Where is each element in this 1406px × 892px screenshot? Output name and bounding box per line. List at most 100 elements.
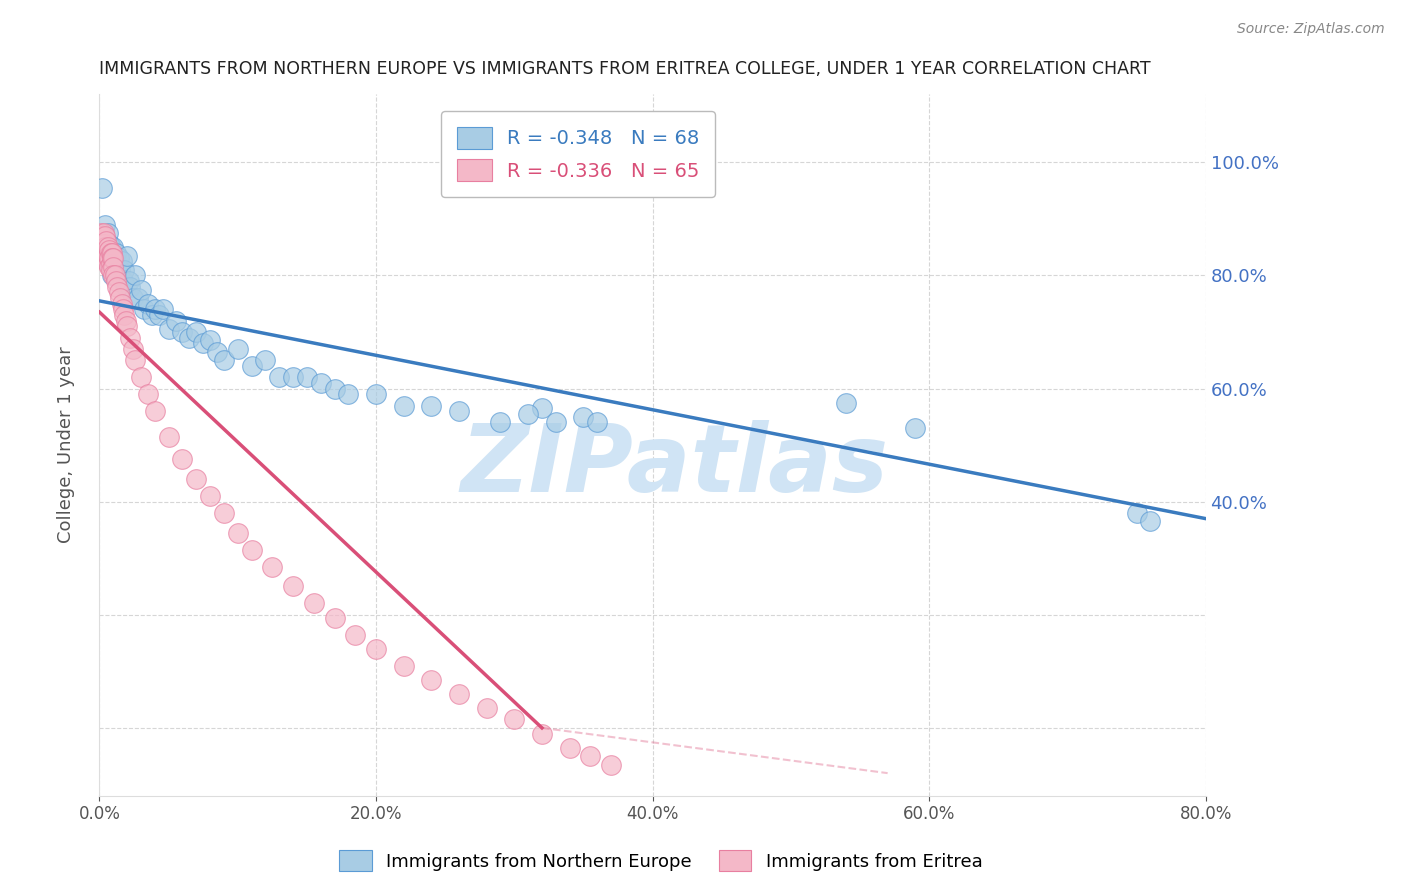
Point (212, 353, 235, 368)
Point (93, 245, 115, 260)
Point (118, 331, 141, 345)
Point (475, 701, 498, 715)
Point (98, 260, 121, 274)
Point (269, 370, 291, 384)
Point (323, 382, 346, 396)
Point (179, 331, 201, 345)
Point (544, 416, 567, 430)
Point (118, 279, 141, 293)
Point (107, 279, 129, 293)
Point (97, 226, 120, 240)
Point (97, 249, 120, 263)
Point (579, 749, 602, 764)
Point (96, 245, 118, 260)
Point (157, 429, 180, 443)
Point (226, 525, 249, 540)
Point (530, 401, 553, 416)
Point (100, 240, 122, 254)
Point (1139, 515, 1161, 529)
Point (97, 245, 120, 260)
Point (94, 249, 117, 263)
Point (835, 395, 858, 409)
Point (93, 237, 115, 252)
Point (148, 308, 170, 322)
Point (96, 235, 118, 249)
Point (281, 370, 304, 384)
Point (107, 262, 129, 277)
Point (586, 416, 609, 430)
Point (226, 342, 249, 356)
Point (114, 313, 136, 327)
Point (323, 610, 346, 624)
Point (104, 268, 127, 283)
Point (129, 283, 152, 297)
Text: ZIPatlas: ZIPatlas (461, 420, 889, 512)
Point (198, 334, 221, 348)
Point (110, 291, 132, 305)
Point (152, 302, 174, 317)
Point (447, 687, 470, 701)
Point (240, 359, 263, 373)
Point (132, 302, 155, 317)
Point (904, 421, 927, 435)
Point (115, 249, 138, 263)
Point (103, 257, 125, 271)
Point (129, 370, 152, 384)
Point (112, 308, 135, 322)
Point (110, 262, 132, 277)
Point (97, 257, 120, 271)
Point (103, 252, 125, 266)
Point (101, 252, 124, 266)
Point (157, 322, 180, 336)
Point (143, 302, 166, 317)
Point (111, 274, 134, 288)
Point (281, 580, 304, 594)
Point (93, 228, 115, 243)
Point (93, 226, 115, 240)
Point (254, 353, 277, 368)
Point (212, 506, 235, 520)
Text: IMMIGRANTS FROM NORTHERN EUROPE VS IMMIGRANTS FROM ERITREA COLLEGE, UNDER 1 YEAR: IMMIGRANTS FROM NORTHERN EUROPE VS IMMIG… (100, 60, 1152, 78)
Point (136, 387, 159, 401)
Point (100, 249, 122, 263)
Point (1125, 506, 1147, 520)
Point (114, 279, 136, 293)
Point (558, 740, 581, 755)
Point (103, 240, 125, 254)
Point (98, 237, 121, 252)
Y-axis label: College, Under 1 year: College, Under 1 year (58, 347, 75, 543)
Point (105, 245, 128, 260)
Legend: Immigrants from Northern Europe, Immigrants from Eritrea: Immigrants from Northern Europe, Immigra… (332, 843, 990, 879)
Point (108, 285, 131, 300)
Point (101, 245, 124, 260)
Point (103, 260, 125, 274)
Point (186, 472, 208, 486)
Point (420, 399, 443, 413)
Point (198, 489, 221, 503)
Point (295, 370, 318, 384)
Point (101, 268, 124, 283)
Point (96, 252, 118, 266)
Point (600, 757, 623, 772)
Point (530, 726, 553, 740)
Point (143, 404, 166, 418)
Point (121, 291, 143, 305)
Point (100, 257, 122, 271)
Point (98, 243, 121, 257)
Point (104, 268, 127, 283)
Point (302, 597, 325, 611)
Point (108, 252, 131, 266)
Point (364, 387, 387, 401)
Point (91, 245, 114, 260)
Point (91, 228, 114, 243)
Point (115, 319, 138, 334)
Point (141, 308, 163, 322)
Point (124, 353, 146, 368)
Point (101, 252, 124, 266)
Point (103, 268, 125, 283)
Point (262, 559, 284, 574)
Point (392, 658, 415, 673)
Point (447, 404, 470, 418)
Point (489, 416, 512, 430)
Point (121, 342, 143, 356)
